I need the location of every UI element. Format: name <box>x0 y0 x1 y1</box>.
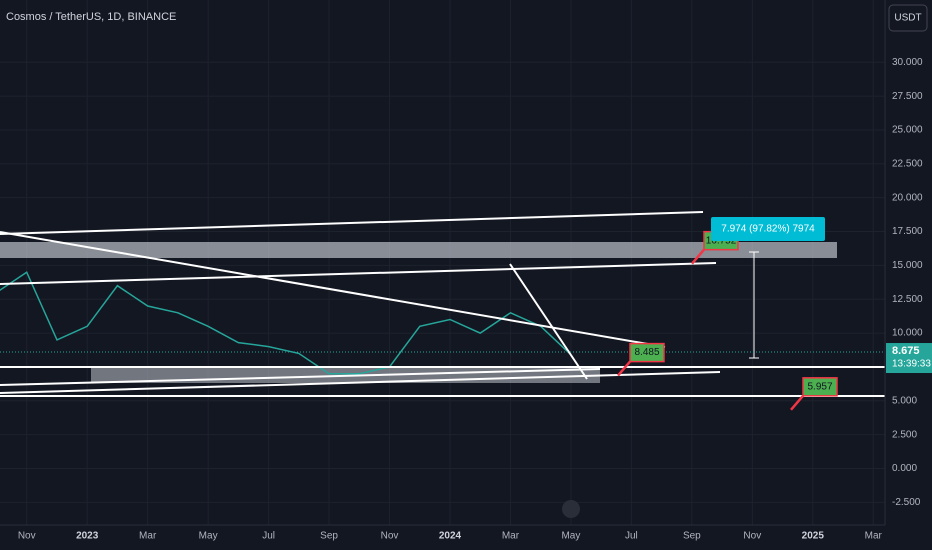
y-tick-label: 12.500 <box>892 294 923 305</box>
x-tick-label: Jul <box>625 531 638 542</box>
measure-label: 7.974 (97.82%) 7974 <box>721 224 815 235</box>
x-tick-label: Mar <box>139 531 157 542</box>
countdown: 13:39:33 <box>892 359 931 370</box>
price-axis <box>885 0 932 550</box>
x-tick-label: Nov <box>743 531 761 542</box>
price-line <box>0 271 572 375</box>
y-tick-label: 15.000 <box>892 260 923 271</box>
annotation-arrow <box>790 395 804 411</box>
x-tick-label: 2025 <box>802 531 825 542</box>
last-price: 8.675 <box>892 345 920 357</box>
y-tick-label: 0.000 <box>892 463 917 474</box>
resistance-zone <box>0 242 837 258</box>
y-tick-label: -2.500 <box>892 497 921 508</box>
price-layer <box>0 271 572 375</box>
annotation-arrow <box>691 248 705 265</box>
annotation-arrow <box>617 360 631 377</box>
trendlines <box>0 211 885 397</box>
annotation-label: 5.957 <box>807 381 832 392</box>
y-tick-label: 10.000 <box>892 328 923 339</box>
x-tick-label: 2023 <box>76 531 99 542</box>
measure-box <box>711 217 825 241</box>
measure-tool <box>749 251 759 359</box>
x-tick-label: Sep <box>320 531 338 542</box>
x-tick-label: 2024 <box>439 531 462 542</box>
x-tick-label: May <box>199 531 218 542</box>
x-tick-label: Sep <box>683 531 701 542</box>
annotation-box <box>802 377 838 397</box>
x-tick-label: Mar <box>502 531 520 542</box>
last-price-box <box>886 343 932 374</box>
x-tick-label: Mar <box>865 531 883 542</box>
axis-labels: 30.000 27.500 25.000 22.500 20.000 17.500 15.0… <box>18 57 932 542</box>
chart-title: Cosmos / TetherUS, 1D, BINANCE <box>6 11 176 23</box>
x-tick-label: May <box>561 531 580 542</box>
y-tick-label: 5.000 <box>892 395 917 406</box>
x-tick-label: Jul <box>262 531 275 542</box>
y-tick-label: 22.500 <box>892 158 923 169</box>
y-tick-label: 30.000 <box>892 57 923 68</box>
x-tick-label: Nov <box>18 531 36 542</box>
x-tick-label: Nov <box>381 531 399 542</box>
annotation-box <box>629 342 665 363</box>
y-tick-label: 17.500 <box>892 226 923 237</box>
y-tick-label: 20.000 <box>892 192 923 203</box>
y-tick-label: 2.500 <box>892 429 917 440</box>
y-tick-label: 27.500 <box>892 91 923 102</box>
annotation-label: 8.485 <box>634 347 659 358</box>
y-tick-label: 25.000 <box>892 125 923 136</box>
event-icon[interactable] <box>562 500 580 518</box>
currency-button[interactable] <box>888 4 928 32</box>
currency-label[interactable]: USDT <box>894 13 921 24</box>
